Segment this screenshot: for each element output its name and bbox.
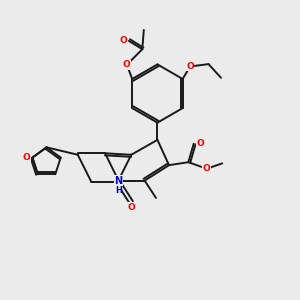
Text: O: O bbox=[128, 202, 135, 211]
Text: O: O bbox=[203, 164, 211, 173]
Text: O: O bbox=[119, 36, 127, 45]
Text: H: H bbox=[115, 186, 122, 195]
Text: O: O bbox=[123, 60, 131, 69]
Text: N: N bbox=[114, 176, 123, 186]
Text: O: O bbox=[196, 139, 204, 148]
Text: O: O bbox=[186, 62, 194, 71]
Text: O: O bbox=[22, 153, 30, 162]
